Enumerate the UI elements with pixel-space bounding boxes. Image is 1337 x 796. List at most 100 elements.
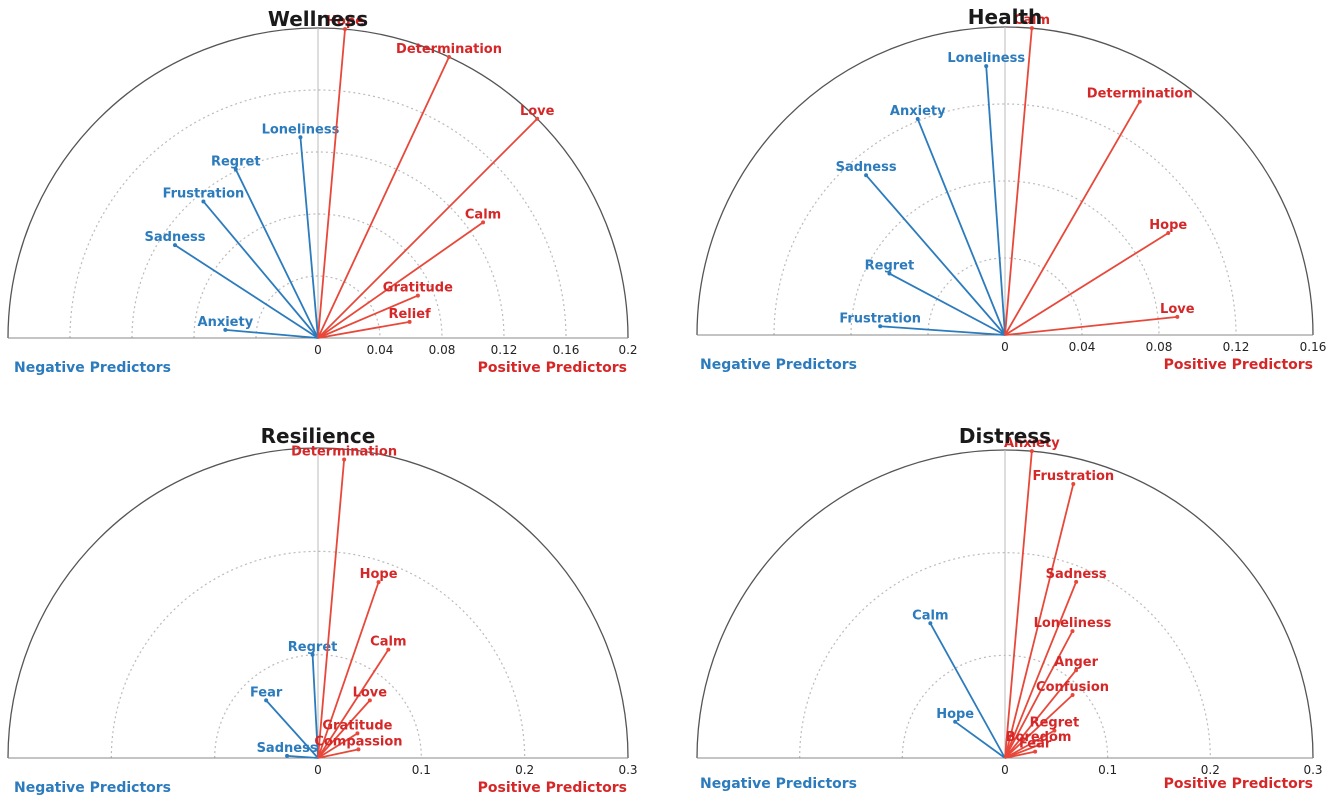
- positive-spoke-fear: [1004, 750, 1036, 759]
- tick-label: 0: [1001, 340, 1009, 354]
- positive-label-confusion: Confusion: [1036, 680, 1109, 695]
- chart-title: Wellness: [268, 7, 368, 31]
- positive-spoke-confusion: [1004, 694, 1074, 759]
- negative-label-sadness: Sadness: [145, 230, 206, 245]
- spoke-tip: [928, 621, 933, 626]
- tick-label: 0.3: [618, 763, 637, 777]
- negative-label-anxiety: Anxiety: [198, 315, 254, 330]
- spoke-tip: [1175, 314, 1180, 319]
- positive-spoke-sadness: [1004, 581, 1077, 759]
- negative-spoke-regret: [888, 272, 1006, 336]
- positive-spoke-loneliness: [1004, 630, 1074, 759]
- positive-label-compassion: Compassion: [314, 734, 402, 749]
- spoke-tip: [1070, 692, 1075, 697]
- tick-label: 0.08: [1146, 340, 1173, 354]
- tick-label: 0.1: [1098, 763, 1117, 777]
- negative-label-calm: Calm: [912, 608, 948, 623]
- spoke-tip: [481, 220, 486, 225]
- positive-spoke-regret: [1004, 729, 1055, 759]
- negative-spoke-anxiety: [916, 118, 1006, 336]
- positive-spoke-calm: [1004, 28, 1033, 336]
- spoke-tip: [367, 698, 372, 703]
- spoke-tip: [386, 647, 391, 652]
- positive-spoke-frustration: [1004, 483, 1075, 759]
- positive-label-hope: Hope: [360, 567, 398, 582]
- spoke-tip: [1070, 629, 1075, 634]
- negative-label-regret: Regret: [865, 259, 915, 274]
- health-panel: 0 0.04 0.08 0.12 0.16 Frustration Regret Sadnes…: [696, 5, 1327, 373]
- spoke-tip: [984, 64, 989, 69]
- positive-label-love: Love: [520, 104, 555, 119]
- spoke-tip: [1029, 449, 1034, 454]
- negative-spoke-frustration: [202, 200, 319, 339]
- negative-spoke-hope: [954, 721, 1006, 759]
- tick-label: 0.2: [1201, 763, 1220, 777]
- positive-label-calm: Calm: [1014, 13, 1050, 28]
- negative-spoke-fear: [265, 699, 319, 759]
- positive-spoke-determination: [1004, 101, 1141, 336]
- tick-label: 0.2: [515, 763, 534, 777]
- positive-spoke-determination: [317, 56, 450, 339]
- spoke-tip: [355, 731, 360, 736]
- spoke-tip: [285, 753, 290, 758]
- negative-label-sadness: Sadness: [257, 741, 318, 756]
- positive-spoke-hope: [317, 581, 380, 759]
- positive-label-gratitude: Gratitude: [383, 281, 453, 296]
- negative-label-frustration: Frustration: [163, 186, 245, 201]
- tick-label: 0.12: [1223, 340, 1250, 354]
- positive-spoke-hope: [1004, 232, 1169, 336]
- chart-title: Resilience: [261, 424, 376, 448]
- negative-spoke-sadness: [865, 174, 1006, 336]
- positive-spoke-hope: [317, 29, 346, 339]
- negative-label-loneliness: Loneliness: [947, 51, 1025, 66]
- negative-label-frustration: Frustration: [839, 311, 921, 326]
- positive-label-loneliness: Loneliness: [1034, 616, 1112, 631]
- negative-label-sadness: Sadness: [836, 160, 897, 175]
- positive-spoke-calm: [317, 221, 484, 339]
- negative-label-hope: Hope: [936, 707, 974, 722]
- spoke-tip: [173, 243, 178, 248]
- spoke-tip: [953, 719, 958, 724]
- spoke-tip: [1052, 728, 1057, 733]
- positive-predictors-label: Positive Predictors: [478, 780, 627, 796]
- negative-predictors-label: Negative Predictors: [700, 357, 857, 373]
- positive-spoke-love: [1004, 315, 1178, 336]
- negative-spoke-loneliness: [299, 137, 319, 339]
- tick-label: 0.3: [1303, 763, 1322, 777]
- tick-label: 0: [314, 343, 322, 357]
- positive-label-determination: Determination: [291, 444, 397, 459]
- negative-spoke-anxiety: [225, 328, 319, 339]
- spoke-tip: [447, 55, 452, 60]
- spoke-tip: [1036, 743, 1041, 748]
- positive-label-regret: Regret: [1030, 716, 1080, 731]
- tick-label: 0: [1001, 763, 1009, 777]
- negative-spoke-frustration: [880, 325, 1006, 336]
- positive-spoke-gratitude: [317, 294, 419, 339]
- tick-label: 0: [314, 763, 322, 777]
- negative-spoke-sadness: [287, 754, 319, 759]
- negative-predictors-label: Negative Predictors: [14, 780, 171, 796]
- positive-label-hope: Hope: [326, 14, 364, 29]
- negative-spoke-calm: [929, 622, 1006, 759]
- positive-spoke-boredom: [1004, 744, 1039, 759]
- spoke-tip: [1137, 99, 1142, 104]
- distress-panel: 0 0.1 0.2 0.3 Hope Calm Anxiety Frustration Sadn…: [696, 424, 1323, 792]
- tick-label: 0.16: [1300, 340, 1327, 354]
- negative-spoke-sadness: [174, 244, 319, 339]
- positive-label-calm: Calm: [465, 207, 501, 222]
- positive-spoke-compassion: [317, 748, 359, 759]
- positive-spoke-anxiety: [1004, 451, 1033, 759]
- spoke-tip: [1166, 230, 1171, 235]
- positive-label-sadness: Sadness: [1046, 567, 1107, 582]
- spoke-tip: [298, 135, 303, 140]
- tick-label: 0.08: [429, 343, 456, 357]
- positive-label-determination: Determination: [1087, 87, 1193, 102]
- spoke-tip: [1071, 482, 1076, 487]
- spoke-tip: [376, 580, 381, 585]
- positive-spoke-love: [317, 118, 538, 339]
- spoke-tip: [223, 327, 228, 332]
- negative-spoke-regret: [234, 169, 319, 339]
- spoke-tip: [1074, 579, 1079, 584]
- chart-title: Health: [968, 5, 1042, 29]
